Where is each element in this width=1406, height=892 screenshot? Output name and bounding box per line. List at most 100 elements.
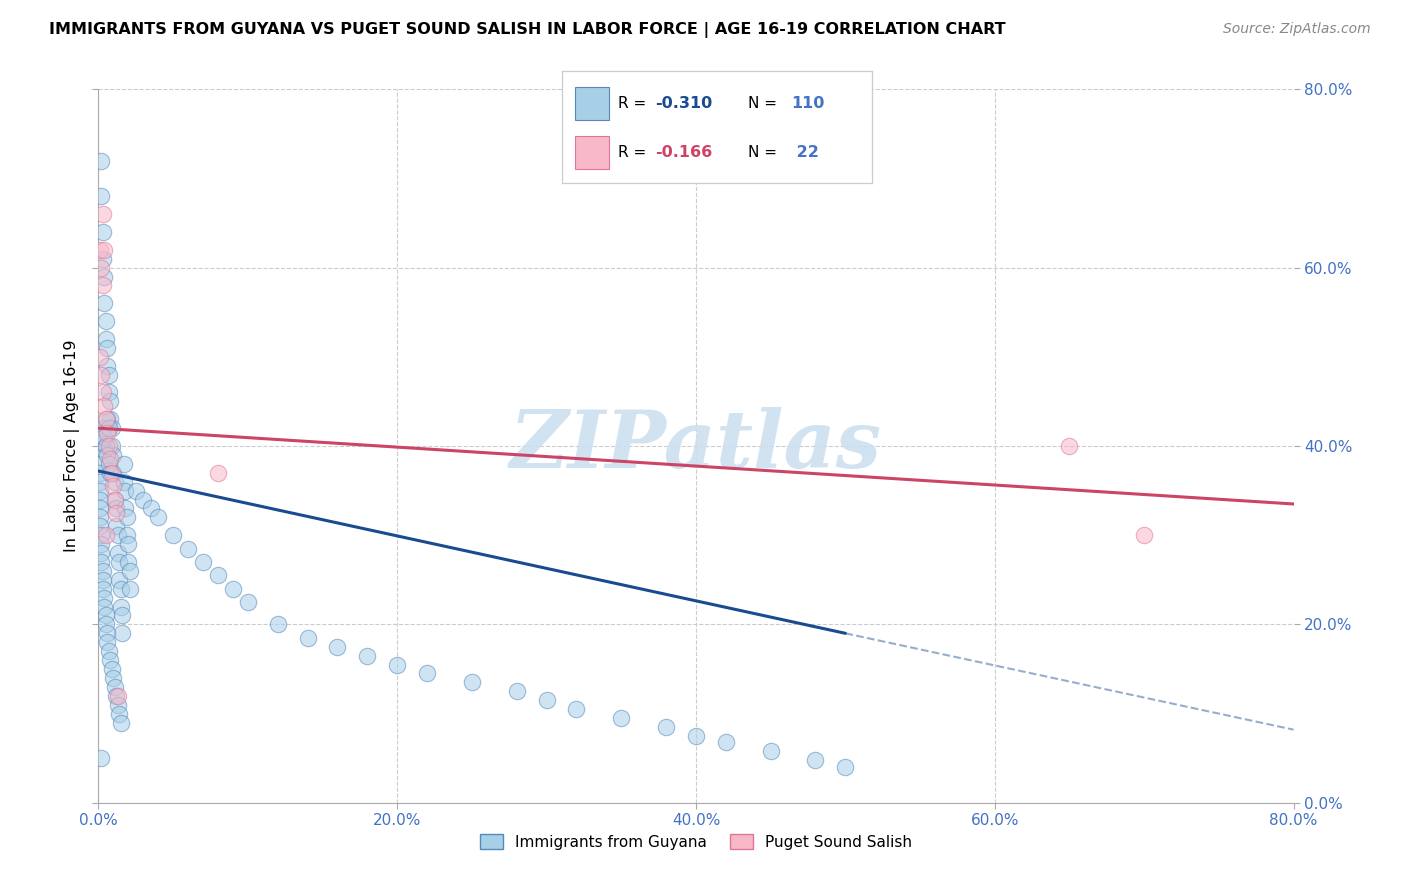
Point: [96, 359, 118, 373]
Point: [89, 457, 111, 471]
Point: [105, 501, 128, 516]
Point: [91, 278, 114, 293]
Point: [207, 568, 229, 582]
Point: [104, 492, 127, 507]
Point: [115, 510, 138, 524]
Point: [104, 680, 127, 694]
Point: [132, 492, 155, 507]
Point: [94, 412, 117, 426]
Point: [108, 555, 131, 569]
Point: [91, 252, 114, 266]
Point: [103, 671, 125, 685]
Point: [96, 425, 118, 440]
Point: [101, 439, 124, 453]
Point: [191, 555, 214, 569]
Point: [90, 555, 112, 569]
Point: [356, 648, 378, 663]
Point: [125, 483, 148, 498]
Point: [107, 689, 129, 703]
Point: [104, 475, 127, 489]
Point: [91, 225, 114, 239]
Point: [267, 617, 290, 632]
Point: [89, 510, 111, 524]
Point: [90, 537, 112, 551]
Point: [89, 519, 111, 533]
Point: [117, 555, 139, 569]
Point: [104, 492, 127, 507]
Point: [101, 662, 124, 676]
Point: [90, 153, 112, 168]
Point: [834, 760, 856, 774]
Point: [89, 466, 111, 480]
Point: [94, 332, 117, 346]
Point: [297, 631, 319, 645]
Point: [111, 626, 134, 640]
Point: [759, 744, 782, 758]
Point: [94, 314, 117, 328]
Text: R =: R =: [619, 96, 651, 112]
Point: [162, 528, 184, 542]
Text: R =: R =: [619, 145, 651, 161]
Point: [97, 644, 120, 658]
Point: [91, 207, 114, 221]
Point: [105, 689, 128, 703]
Point: [105, 519, 128, 533]
Point: [107, 546, 129, 560]
Point: [91, 573, 114, 587]
Point: [115, 528, 138, 542]
Point: [118, 564, 141, 578]
Point: [714, 735, 737, 749]
Point: [96, 626, 118, 640]
Point: [461, 675, 484, 690]
Point: [536, 693, 558, 707]
Point: [90, 260, 112, 275]
Point: [105, 506, 128, 520]
Point: [91, 385, 114, 400]
Point: [114, 501, 136, 516]
Point: [93, 269, 115, 284]
Point: [90, 528, 112, 542]
Point: [89, 243, 111, 257]
Point: [177, 541, 200, 556]
Point: [1059, 439, 1081, 453]
Point: [1133, 528, 1156, 542]
Legend: Immigrants from Guyana, Puget Sound Salish: Immigrants from Guyana, Puget Sound Sali…: [474, 828, 918, 855]
Point: [93, 591, 115, 605]
Point: [93, 243, 115, 257]
Point: [107, 698, 129, 712]
Point: [385, 657, 409, 672]
Point: [565, 702, 588, 716]
Point: [96, 412, 118, 426]
Point: [112, 457, 135, 471]
Point: [96, 448, 118, 462]
Point: [326, 640, 349, 654]
Point: [97, 385, 120, 400]
Point: [93, 399, 115, 413]
Point: [117, 537, 139, 551]
Point: [139, 501, 162, 516]
Point: [98, 466, 122, 480]
Point: [96, 341, 118, 355]
Text: N =: N =: [748, 145, 782, 161]
Point: [89, 475, 111, 489]
Point: [207, 466, 229, 480]
Point: [93, 430, 115, 444]
Point: [90, 546, 112, 560]
Point: [94, 608, 117, 623]
Point: [111, 608, 134, 623]
Point: [90, 751, 112, 765]
Point: [98, 653, 122, 667]
Point: [110, 582, 132, 596]
Point: [222, 582, 245, 596]
Point: [89, 501, 111, 516]
Point: [108, 706, 131, 721]
FancyBboxPatch shape: [575, 87, 609, 120]
Point: [94, 528, 117, 542]
Text: 110: 110: [792, 96, 825, 112]
Text: 22: 22: [792, 145, 820, 161]
Point: [107, 528, 129, 542]
Point: [112, 475, 135, 489]
Text: N =: N =: [748, 96, 782, 112]
Point: [148, 510, 170, 524]
Point: [108, 573, 131, 587]
